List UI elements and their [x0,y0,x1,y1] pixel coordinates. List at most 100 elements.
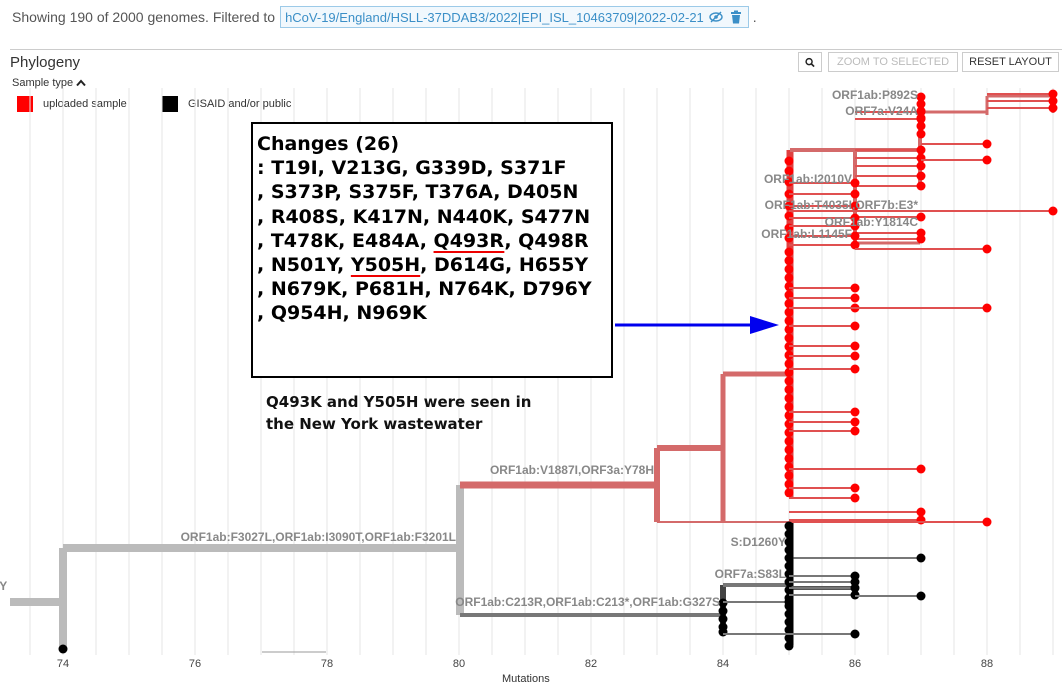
tip-uploaded-sample[interactable] [850,293,860,303]
tip-uploaded-sample[interactable] [916,507,926,517]
tip-public-sample[interactable] [850,629,860,639]
tip-uploaded-sample[interactable] [784,410,794,420]
tip-uploaded-sample[interactable] [850,407,860,417]
tip-public-sample[interactable] [784,585,794,595]
trash-icon[interactable] [728,9,744,25]
tip-uploaded-sample[interactable] [784,333,794,343]
tip-uploaded-sample[interactable] [1048,206,1058,216]
tip-uploaded-sample[interactable] [916,515,926,525]
tip-uploaded-sample[interactable] [784,376,794,386]
tip-uploaded-sample[interactable] [784,436,794,446]
tip-uploaded-sample[interactable] [916,161,926,171]
tip-uploaded-sample[interactable] [850,426,860,436]
tip-uploaded-sample[interactable] [784,385,794,395]
tip-uploaded-sample[interactable] [850,240,860,250]
tip-uploaded-sample[interactable] [784,316,794,326]
tip-uploaded-sample[interactable] [784,488,794,498]
tip-uploaded-sample[interactable] [850,341,860,351]
tip-uploaded-sample[interactable] [784,156,794,166]
tip-uploaded-sample[interactable] [1048,89,1058,99]
tip-uploaded-sample[interactable] [850,321,860,331]
tip-public-sample[interactable] [718,614,728,624]
search-button[interactable] [798,52,822,72]
tip-uploaded-sample[interactable] [1048,103,1058,113]
tip-uploaded-sample[interactable] [784,445,794,455]
tip-uploaded-sample[interactable] [784,453,794,463]
tip-uploaded-sample[interactable] [784,367,794,377]
tip-uploaded-sample[interactable] [784,281,794,291]
tip-public-sample[interactable] [784,521,794,531]
tip-uploaded-sample[interactable] [916,181,926,191]
tip-public-sample[interactable] [916,591,926,601]
tip-public-sample[interactable] [850,583,860,593]
tip-uploaded-sample[interactable] [784,307,794,317]
tip-public-sample[interactable] [784,633,794,643]
tip-uploaded-sample[interactable] [850,493,860,503]
tip-uploaded-sample[interactable] [916,145,926,155]
tip-uploaded-sample[interactable] [784,393,794,403]
tip-uploaded-sample[interactable] [916,121,926,131]
zoom-to-selected-button[interactable]: ZOOM TO SELECTED [828,52,958,72]
tip-uploaded-sample[interactable] [784,402,794,412]
tip-public-sample[interactable] [916,553,926,563]
tip-uploaded-sample[interactable] [916,113,926,123]
tip-uploaded-sample[interactable] [850,189,860,199]
tip-public-sample[interactable] [784,529,794,539]
tip-uploaded-sample[interactable] [784,247,794,257]
tip-uploaded-sample[interactable] [982,244,992,254]
tip-uploaded-sample[interactable] [916,464,926,474]
tip-uploaded-sample[interactable] [784,166,794,176]
tip-uploaded-sample[interactable] [1048,96,1058,106]
tip-public-sample[interactable] [784,545,794,555]
tip-public-sample[interactable] [718,627,728,637]
tip-uploaded-sample[interactable] [982,139,992,149]
reset-layout-button[interactable]: RESET LAYOUT [962,52,1059,72]
sample-type-toggle[interactable]: Sample type [12,77,86,89]
tip-uploaded-sample[interactable] [784,256,794,266]
tip-uploaded-sample[interactable] [850,178,860,188]
eye-slash-icon[interactable] [708,9,724,25]
tip-uploaded-sample[interactable] [916,92,926,102]
tip-public-sample[interactable] [784,561,794,571]
tip-uploaded-sample[interactable] [850,351,860,361]
tip-uploaded-sample[interactable] [850,213,860,223]
tip-uploaded-sample[interactable] [850,201,860,211]
tip-public-sample[interactable] [784,617,794,627]
tip-uploaded-sample[interactable] [916,99,926,109]
tip-uploaded-sample[interactable] [784,299,794,309]
tree-tips[interactable] [58,89,1058,654]
tip-uploaded-sample[interactable] [850,417,860,427]
legend-item-public[interactable]: GISAID and/or public [162,96,291,112]
tip-uploaded-sample[interactable] [916,106,926,116]
filter-chip[interactable]: hCoV-19/England/HSLL-37DDAB3/2022|EPI_IS… [280,6,749,28]
tip-uploaded-sample[interactable] [850,483,860,493]
tip-uploaded-sample[interactable] [784,264,794,274]
tip-public-sample[interactable] [718,606,728,616]
tip-uploaded-sample[interactable] [982,155,992,165]
tip-uploaded-sample[interactable] [784,471,794,481]
tip-public-sample[interactable] [784,537,794,547]
tip-uploaded-sample[interactable] [916,153,926,163]
tip-uploaded-sample[interactable] [784,479,794,489]
tip-uploaded-sample[interactable] [784,273,794,283]
tip-uploaded-sample[interactable] [850,221,860,231]
legend-item-uploaded[interactable]: uploaded sample [17,96,127,112]
tip-public-sample[interactable] [784,597,794,607]
tip-uploaded-sample[interactable] [784,211,794,221]
tip-public-sample[interactable] [784,641,794,651]
tip-public-sample[interactable] [784,609,794,619]
tip-uploaded-sample[interactable] [916,129,926,139]
tip-uploaded-sample[interactable] [784,359,794,369]
tip-uploaded-sample[interactable] [916,171,926,181]
tip-uploaded-sample[interactable] [982,517,992,527]
tip-uploaded-sample[interactable] [850,364,860,374]
tip-uploaded-sample[interactable] [784,324,794,334]
tip-uploaded-sample[interactable] [784,462,794,472]
tip-public-sample[interactable] [58,644,68,654]
tip-public-sample[interactable] [784,625,794,635]
tip-uploaded-sample[interactable] [784,419,794,429]
tip-uploaded-sample[interactable] [850,231,860,241]
tip-uploaded-sample[interactable] [850,283,860,293]
tip-uploaded-sample[interactable] [916,234,926,244]
